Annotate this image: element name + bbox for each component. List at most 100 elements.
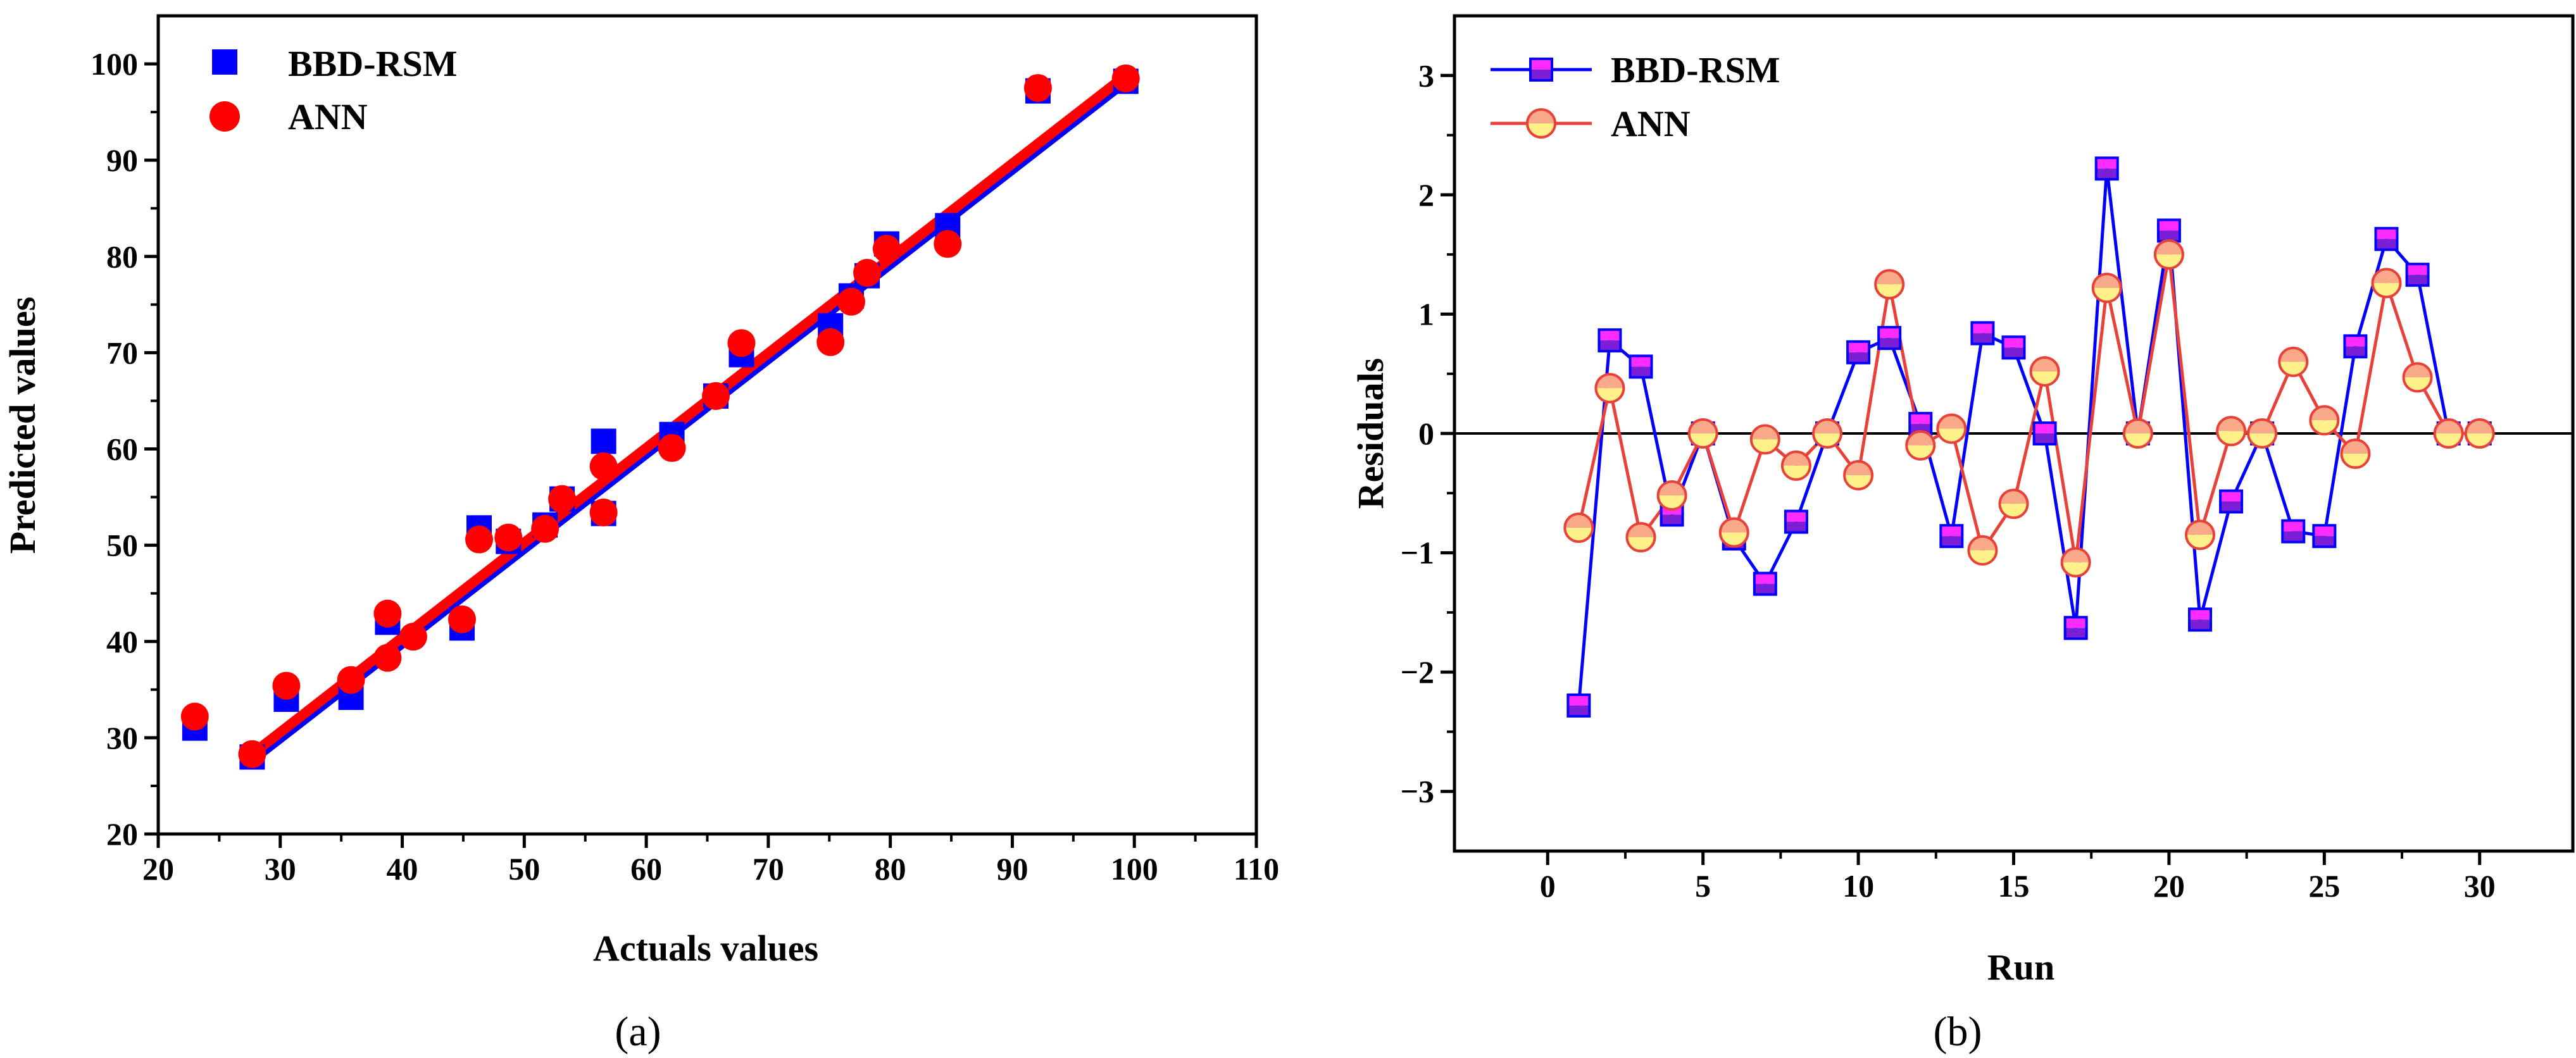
marker-bottom-half: [1972, 333, 1994, 344]
scatter-point-ann: [238, 740, 266, 768]
marker-outline: [2278, 346, 2309, 377]
chart-b-y-axis-label: Residuals: [1350, 358, 1391, 509]
data-point-ann: [2060, 547, 2091, 578]
marker-outline: [1784, 509, 1808, 534]
marker-outline: [2433, 418, 2464, 449]
marker-top-half: [2186, 521, 2214, 535]
chart-b-x-axis-label: Run: [1987, 947, 2054, 988]
marker-outline: [2340, 439, 2371, 470]
chart-a-x-tick-label: 20: [142, 851, 174, 887]
marker-outline: [1874, 269, 1905, 300]
marker-bottom-half: [1785, 521, 1807, 533]
marker-top-half: [1754, 573, 1776, 584]
marker-outline: [1629, 354, 1653, 379]
marker-top-half: [1751, 425, 1779, 440]
marker-top-half: [1879, 327, 1901, 339]
chart-a-y-tick-label: 30: [106, 720, 138, 756]
scatter-point-ann: [494, 523, 523, 552]
marker-outline: [2094, 156, 2119, 181]
chart-a-x-tick-label: 100: [1111, 851, 1158, 887]
marker-bottom-half: [2030, 371, 2059, 385]
legend-bbd-rsm-line-square-marker: [1491, 58, 1592, 82]
chart-a-x-tick-label: 50: [508, 851, 540, 887]
chart-a-fit-lines: [249, 71, 1129, 764]
chart-a: 20 30 40 50 60 70 80 90 100 110 20 30 40 50 60 70 80 90 10…: [2, 14, 1279, 1055]
marker-top-half: [1999, 490, 2028, 504]
chart-a-x-tick-label: 40: [387, 851, 418, 887]
marker-top-half: [1813, 420, 1841, 433]
chart-b-y-tick-label: 2: [1418, 177, 1434, 213]
marker-top-half: [2092, 273, 2121, 288]
marker-top-half: [2279, 347, 2308, 362]
chart-b-x-tick-label: 20: [2153, 868, 2185, 904]
marker-bottom-half: [1879, 338, 1901, 349]
scatter-point-ann: [399, 623, 427, 651]
marker-bottom-half: [1658, 495, 1686, 510]
legend-ann-circle-marker: [209, 101, 240, 132]
marker-top-half: [1848, 341, 1870, 352]
data-point-ann: [1563, 512, 1594, 543]
data-point-bbd-rsm: [1629, 354, 1653, 379]
data-point-ann: [1749, 424, 1780, 455]
marker-top-half: [1875, 270, 1904, 285]
marker-bottom-half: [1968, 550, 1997, 564]
data-point-bbd-rsm: [1877, 326, 1902, 351]
data-point-bbd-rsm: [2094, 156, 2119, 181]
data-point-ann: [1625, 522, 1656, 553]
marker-bottom-half: [1782, 465, 1810, 480]
marker-bottom-half: [1937, 428, 1966, 443]
marker-top-half: [2406, 264, 2429, 275]
marker-bottom-half: [2220, 501, 2242, 513]
scatter-point-ann: [1023, 74, 1052, 103]
marker-bottom-half: [2186, 535, 2214, 549]
marker-bottom-half: [1627, 537, 1655, 552]
data-point-ann: [2433, 418, 2464, 449]
data-point-ann: [1998, 489, 2029, 520]
data-point-ann: [1967, 535, 1998, 566]
marker-bottom-half: [1813, 433, 1841, 447]
chart-a-y-tick-label: 20: [106, 816, 138, 852]
data-point-ann: [1780, 450, 1811, 481]
data-point-bbd-rsm: [2374, 227, 2399, 251]
legend-bbd-rsm-label: BBD-RSM: [288, 43, 457, 84]
scatter-point-bbd-rsm: [591, 428, 616, 454]
legend-square-marker: [1529, 58, 1553, 82]
data-point-bbd-rsm: [2188, 607, 2212, 632]
chart-b-x-tick-label: 0: [1540, 868, 1556, 904]
data-point-bbd-rsm: [2405, 263, 2430, 287]
marker-outline: [1843, 460, 1874, 490]
marker-outline: [2029, 356, 2060, 387]
marker-outline: [1970, 321, 1995, 345]
marker-outline: [2402, 362, 2433, 393]
marker-bottom-half: [2065, 628, 2087, 639]
scatter-point-ann: [272, 671, 301, 700]
data-point-ann: [1843, 460, 1874, 490]
chart-b-panel-label: (b): [1934, 1009, 1982, 1055]
scatter-point-ann: [934, 230, 962, 258]
data-point-ann: [2216, 416, 2247, 447]
marker-top-half: [1596, 374, 1624, 389]
marker-outline: [1877, 326, 1902, 351]
marker-top-half: [1937, 414, 1966, 429]
marker-bottom-half: [2158, 230, 2180, 242]
marker-top-half: [2248, 420, 2277, 433]
marker-outline: [2219, 489, 2244, 514]
scatter-point-ann: [727, 329, 756, 358]
legend-circle-marker: [1526, 108, 1556, 139]
marker-bottom-half: [2465, 433, 2494, 447]
marker-outline: [1594, 373, 1625, 404]
scatter-point-ann: [701, 382, 730, 410]
marker-bottom-half: [2096, 168, 2118, 180]
marker-outline: [2188, 607, 2212, 632]
marker-top-half: [2372, 269, 2401, 283]
legend-bbd-rsm-label: BBD-RSM: [1611, 49, 1780, 90]
marker-outline: [1687, 418, 1718, 449]
data-point-ann: [2029, 356, 2060, 387]
marker-top-half: [1627, 523, 1655, 538]
marker-bottom-half: [1527, 123, 1555, 137]
marker-outline: [2153, 239, 2184, 270]
marker-bottom-half: [2279, 361, 2308, 376]
marker-outline: [2001, 335, 2026, 360]
data-point-bbd-rsm: [2343, 334, 2368, 359]
data-point-bbd-rsm: [2281, 519, 2306, 544]
